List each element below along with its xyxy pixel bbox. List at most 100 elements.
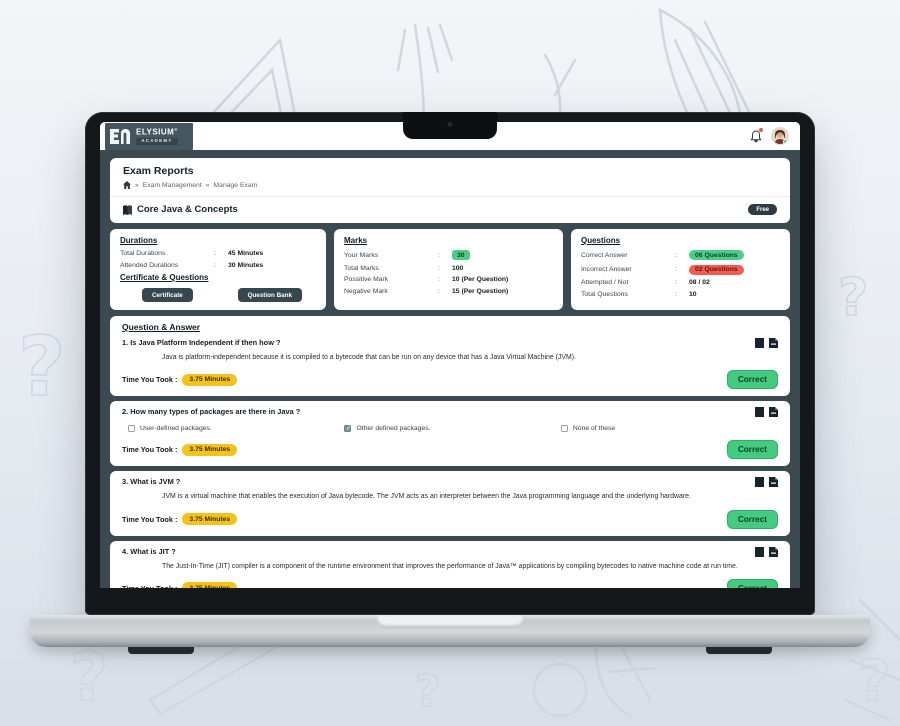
exam-title-row: Core Java & Concepts Free <box>110 196 790 223</box>
time-took-label: Time You Took : <box>122 584 177 588</box>
questions-card: Questions Correct Answer : 06 Questions … <box>571 229 790 310</box>
bookmark-icon[interactable] <box>755 407 764 418</box>
stat-row: Possitive Mark : 10 (Per Question) <box>344 276 509 283</box>
laptop-screen: ELYSIUM® ACADEMY <box>100 122 800 588</box>
notification-dot <box>759 127 763 132</box>
checkbox[interactable] <box>560 425 568 433</box>
time-took-badge: 3.75 Minutes <box>182 443 238 456</box>
marks-heading: Marks <box>344 236 368 245</box>
time-took-badge: 3.75 Minutes <box>182 513 238 526</box>
free-badge: Free <box>748 204 777 215</box>
answer-options: User-defined packages. Other defined pac… <box>128 425 778 433</box>
answer-text: The Just-In-Time (JIT) compiler is a com… <box>162 562 738 570</box>
svg-text:?: ? <box>18 320 66 415</box>
stat-row: Correct Answer : 06 Questions <box>581 250 780 260</box>
marks-card: Marks Your Marks : 30 Total Marks : 100 … <box>334 229 563 310</box>
correct-answers-badge: 06 Questions <box>689 250 744 260</box>
question-bank-button[interactable]: Question Bank <box>237 288 302 302</box>
navbar-actions <box>750 127 788 144</box>
laptop-base <box>30 615 870 647</box>
durations-card: Durations Total Durations : 45 Minutes A… <box>110 229 326 310</box>
stat-row: Total Marks : 100 <box>344 264 464 272</box>
svg-text:?: ? <box>858 649 890 714</box>
question-title: 4. What is JIT ? <box>122 546 176 556</box>
question-title: 1. Is Java Platform Independent if then … <box>122 338 281 347</box>
bookmark-icon[interactable] <box>755 477 764 488</box>
book-icon <box>123 204 132 215</box>
logo-text: ELYSIUM® ACADEMY <box>136 127 178 145</box>
question-card-1: Question & Answer 1. Is Java Platform In… <box>110 316 790 397</box>
breadcrumb-separator: » <box>135 181 139 189</box>
stat-row: Your Marks : 30 <box>344 250 553 260</box>
question-title: 3. What is JVM ? <box>122 477 181 487</box>
report-file-icon[interactable] <box>769 546 778 557</box>
breadcrumb-separator: » <box>205 181 210 189</box>
result-correct-button[interactable]: Correct <box>726 370 778 390</box>
result-correct-button[interactable]: Correct <box>726 578 778 588</box>
question-answer-heading: Question & Answer <box>122 322 201 332</box>
answer-text: Java is platform-independent because it … <box>162 354 576 361</box>
user-avatar[interactable] <box>772 128 788 144</box>
breadcrumb: » Exam Management » Manage Exam <box>123 181 777 189</box>
incorrect-answers-badge: 02 Questions <box>689 264 744 275</box>
brand-registered-mark: ® <box>174 127 178 133</box>
page-title: Exam Reports <box>123 165 194 177</box>
bookmark-icon[interactable] <box>755 338 764 348</box>
stat-row: Negative Mark : 15 (Per Question) <box>344 287 509 295</box>
elysium-logo[interactable]: ELYSIUM® ACADEMY <box>105 123 193 150</box>
result-correct-button[interactable]: Correct <box>726 509 778 529</box>
stats-row: Durations Total Durations : 45 Minutes A… <box>110 229 790 310</box>
report-file-icon[interactable] <box>769 338 778 348</box>
report-file-icon[interactable] <box>769 407 778 418</box>
question-actions <box>755 338 778 348</box>
question-card-3: 3. What is JVM ? JVM is a virtual machin… <box>110 471 790 536</box>
question-answer-section: Question & Answer 1. Is Java Platform In… <box>110 316 790 588</box>
stat-row: Total Durations : 45 Minutes <box>120 250 264 257</box>
checkbox[interactable] <box>344 425 352 433</box>
exam-title: Core Java & Concepts <box>137 204 238 215</box>
time-took-badge: 3.75 Minutes <box>182 373 238 386</box>
answer-option[interactable]: Other defined packages. <box>344 425 560 433</box>
questions-heading: Questions <box>581 236 621 245</box>
laptop-notch <box>403 112 497 139</box>
result-correct-button[interactable]: Correct <box>726 440 778 460</box>
svg-text:?: ? <box>70 639 108 716</box>
stat-row: Incorrect Answer : 02 Questions <box>581 264 780 275</box>
online-status-dot <box>784 140 788 144</box>
time-took-label: Time You Took : <box>122 514 178 524</box>
brand-subtitle: ACADEMY <box>136 138 178 145</box>
page-body: Exam Reports » Exam Management » Manage … <box>100 150 800 588</box>
durations-heading: Durations <box>120 236 158 245</box>
question-actions <box>755 477 778 488</box>
time-took-label: Time You Took : <box>122 445 178 455</box>
svg-text:?: ? <box>415 666 441 717</box>
stat-row: Attended Durations : 30 Minutes <box>120 261 264 269</box>
time-took-label: Time You Took : <box>122 375 178 385</box>
laptop-foot <box>706 647 772 654</box>
bookmark-icon[interactable] <box>755 546 764 557</box>
answer-option[interactable]: User-defined packages. <box>128 425 344 433</box>
svg-text:?: ? <box>838 268 868 328</box>
exam-report-header-card: Exam Reports » Exam Management » Manage … <box>110 158 790 223</box>
breadcrumb-manage-exam[interactable]: Manage Exam <box>213 181 258 189</box>
question-actions <box>755 407 778 418</box>
certificate-buttons-row: Certificate Question Bank <box>120 287 316 302</box>
certificate-button[interactable]: Certificate <box>142 288 193 302</box>
checkbox[interactable] <box>128 425 135 433</box>
stat-row: Attempted / Not : 08 / 02 <box>581 279 710 286</box>
camera-dot <box>447 122 453 127</box>
your-marks-badge: 30 <box>452 250 470 260</box>
question-card-4: 4. What is JIT ? The Just-In-Time (JIT) … <box>110 540 790 588</box>
breadcrumb-exam-management[interactable]: Exam Management <box>142 181 202 189</box>
laptop-bezel: ELYSIUM® ACADEMY <box>85 112 815 615</box>
notification-bell-icon[interactable] <box>750 127 763 143</box>
report-file-icon[interactable] <box>769 477 778 488</box>
question-title: 2. How many types of packages are there … <box>122 407 301 417</box>
question-actions <box>755 546 778 557</box>
laptop-foot <box>128 647 194 654</box>
home-icon[interactable] <box>123 181 131 189</box>
laptop-lid-notch <box>376 615 524 628</box>
answer-option[interactable]: None of these <box>560 425 777 433</box>
